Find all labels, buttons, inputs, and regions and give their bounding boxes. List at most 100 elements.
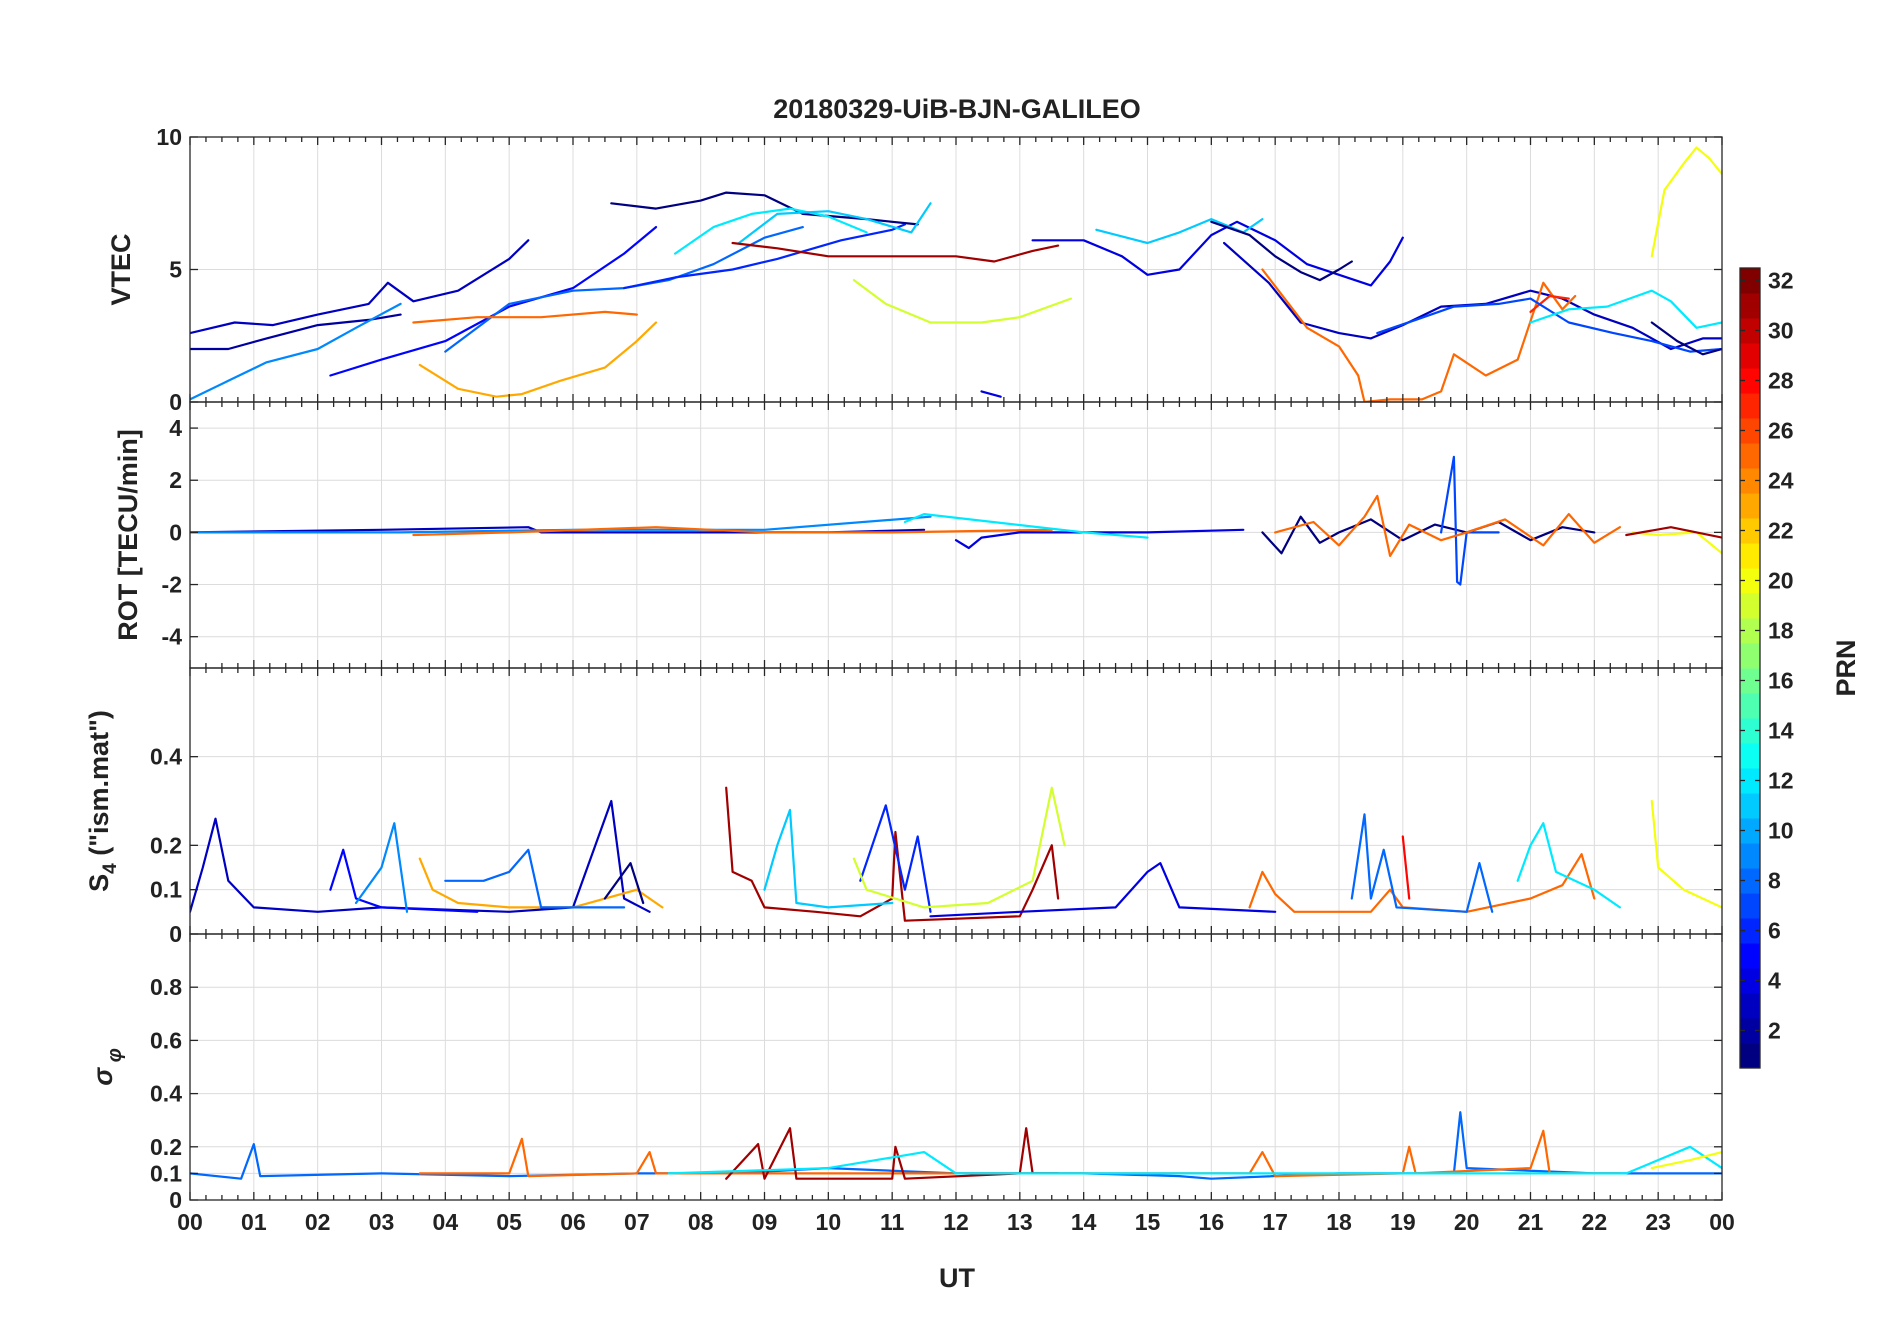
prn-20-trace	[1650, 146, 1722, 258]
sigma-traces	[190, 1111, 1722, 1180]
vtec-traces	[190, 146, 1722, 402]
s4-grid	[190, 668, 1722, 934]
prn-27-trace	[1529, 294, 1570, 313]
x-tick-label: 04	[433, 1209, 459, 1235]
colorbar-tick-label: 14	[1768, 718, 1794, 744]
prn-25-trace	[1274, 494, 1621, 557]
colorbar-swatch	[1740, 718, 1760, 744]
x-tick-label: 21	[1518, 1209, 1544, 1235]
x-tick-label: 12	[943, 1209, 969, 1235]
colorbar-swatch	[1740, 768, 1760, 794]
colorbar-swatch	[1740, 618, 1760, 644]
prn-4-trace	[929, 862, 1277, 918]
s4-ticks	[189, 668, 1723, 935]
prn-6-trace	[859, 804, 932, 913]
colorbar-swatch	[1740, 318, 1760, 344]
colorbar-swatch	[1740, 793, 1760, 819]
colorbar-tick-label: 22	[1768, 518, 1794, 544]
colorbar-tick-label: 20	[1768, 568, 1794, 594]
colorbar-swatch	[1740, 468, 1760, 494]
prn-23-trace	[418, 857, 664, 909]
colorbar-swatch	[1740, 293, 1760, 319]
colorbar-swatch	[1740, 693, 1760, 719]
prn-11-trace	[763, 808, 894, 909]
prn-12-trace	[667, 1145, 1722, 1175]
x-tick-label: 09	[752, 1209, 778, 1235]
vtec-y-tick-label: 5	[169, 257, 182, 283]
colorbar-swatch	[1740, 268, 1760, 294]
colorbar-swatch	[1740, 1043, 1760, 1069]
x-tick-label: 14	[1071, 1209, 1097, 1235]
prn-1-trace	[603, 862, 645, 905]
sigma-y-tick-label: 0.6	[150, 1027, 182, 1053]
colorbar-swatch	[1740, 868, 1760, 894]
prn-25-trace	[1261, 268, 1577, 402]
x-tick-label: 05	[496, 1209, 522, 1235]
colorbar-swatch	[1740, 368, 1760, 394]
x-tick-label: 07	[624, 1209, 650, 1235]
colorbar-tick-label: 4	[1768, 968, 1781, 994]
s4-y-axis-label: S4 ("ism.mat")	[84, 710, 121, 892]
prn-23-trace	[418, 321, 658, 398]
x-tick-label: 02	[305, 1209, 331, 1235]
x-tick-label: 06	[560, 1209, 586, 1235]
colorbar-tick-label: 2	[1768, 1018, 1781, 1044]
prn-5-trace	[329, 848, 479, 913]
prn-19-trace	[852, 786, 1066, 909]
prn-31-trace	[731, 241, 1060, 263]
x-tick-label: 22	[1582, 1209, 1608, 1235]
sigma-ticks	[189, 934, 1723, 1201]
sigma-grid	[190, 934, 1722, 1200]
vtec-y-axis-label: VTEC	[106, 233, 136, 305]
colorbar-swatch	[1740, 993, 1760, 1019]
colorbar-swatch	[1740, 493, 1760, 519]
panel-vtec: 0 5 10 VTEC	[106, 124, 1723, 415]
x-tick-label: 00	[1709, 1209, 1735, 1235]
colorbar-swatch	[1740, 393, 1760, 419]
prn-12-trace	[1516, 822, 1621, 909]
x-tick-label: 15	[1135, 1209, 1161, 1235]
colorbar-tick-label: 10	[1768, 818, 1794, 844]
colorbar-tick-label: 24	[1768, 468, 1794, 494]
rot-grid	[190, 402, 1722, 668]
prn-12-trace	[674, 207, 868, 255]
prn-1-trace	[610, 191, 919, 226]
prn-9-trace	[354, 822, 409, 913]
prn-8-trace	[1350, 813, 1494, 913]
colorbar-swatch	[1740, 568, 1760, 594]
x-tick-label: 03	[369, 1209, 395, 1235]
x-tick-label: 01	[241, 1209, 267, 1235]
sigma-y-tick-label: 0.8	[150, 974, 182, 1000]
vtec-ticks	[189, 136, 1723, 403]
colorbar-frame	[1739, 267, 1761, 1069]
colorbar-swatch	[1740, 518, 1760, 544]
colorbar-tick-label: 12	[1768, 768, 1794, 794]
colorbar-swatch	[1740, 643, 1760, 669]
colorbar-tick-label: 6	[1768, 918, 1781, 944]
prn-9-trace	[190, 302, 402, 401]
colorbar-tick-label: 28	[1768, 368, 1794, 394]
rot-y-tick-label: -2	[162, 572, 182, 598]
colorbar-swatch	[1740, 943, 1760, 969]
prn-20-trace	[1650, 1151, 1722, 1170]
colorbar-swatch	[1740, 893, 1760, 919]
rot-y-tick-label: 0	[169, 519, 182, 545]
sigma-y-tick-label: 0	[169, 1187, 182, 1213]
panel-sigma: 00.10.2 0.4 0.6 0.8 σ φ	[88, 933, 1723, 1213]
chart-title: 20180329-UiB-BJN-GALILEO	[773, 94, 1141, 124]
colorbar-swatch	[1740, 668, 1760, 694]
rot-y-tick-label: 4	[169, 415, 182, 441]
prn-11-trace	[737, 202, 932, 245]
colorbar-tick-label: 16	[1768, 668, 1794, 694]
colorbar-swatch	[1740, 918, 1760, 944]
vtec-y-tick-label: 10	[156, 124, 182, 150]
prn-25-trace	[412, 526, 1053, 537]
rot-traces	[190, 455, 1722, 586]
rot-y-axis-label: ROT [TECU/min]	[113, 429, 143, 640]
x-tick-label: 08	[688, 1209, 714, 1235]
prn-4-trace	[954, 528, 1245, 550]
colorbar-swatch	[1740, 743, 1760, 769]
vtec-grid	[190, 137, 1722, 402]
x-tick-label: 00	[177, 1209, 203, 1235]
